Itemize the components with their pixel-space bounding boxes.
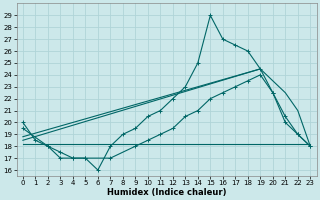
X-axis label: Humidex (Indice chaleur): Humidex (Indice chaleur) (107, 188, 226, 197)
